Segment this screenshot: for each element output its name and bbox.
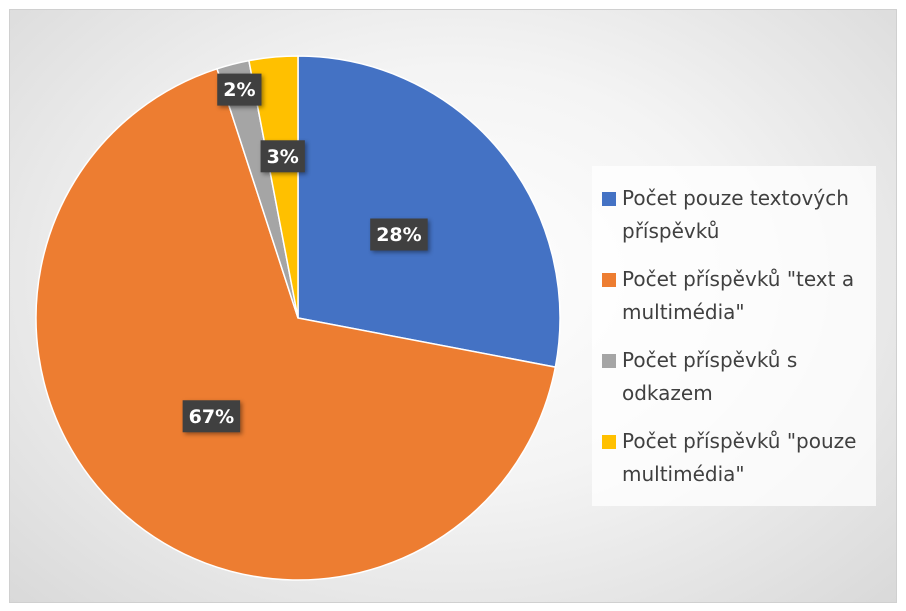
legend-swatch <box>602 353 616 368</box>
data-label: 3% <box>260 140 305 173</box>
legend-item: Počet příspěvků "pouze multimédia" <box>602 425 866 491</box>
legend-swatch <box>602 434 616 449</box>
data-label-box <box>217 73 262 106</box>
pie-slice <box>248 55 299 319</box>
legend-swatch <box>602 272 616 287</box>
legend-item: Počet příspěvků "text a multimédia" <box>602 263 866 329</box>
legend-label: Počet příspěvků s odkazem <box>622 347 798 405</box>
legend-item: Počet pouze textových příspěvků <box>602 182 866 248</box>
data-label-text: 2% <box>223 79 255 101</box>
data-label-box <box>370 218 428 251</box>
pie-slice <box>35 67 557 581</box>
data-label-box <box>260 140 305 173</box>
pie-slice <box>297 55 561 368</box>
legend-label: Počet příspěvků "text a multimédia" <box>622 266 855 324</box>
data-label-text: 28% <box>376 224 421 246</box>
data-label-text: 3% <box>267 146 299 168</box>
data-label: 28% <box>370 218 428 251</box>
data-label-text: 67% <box>189 406 234 428</box>
legend-swatch <box>602 191 616 206</box>
legend-item: Počet příspěvků s odkazem <box>602 344 866 410</box>
legend: Počet pouze textových příspěvků Počet pří… <box>592 166 876 506</box>
legend-label: Počet příspěvků "pouze multimédia" <box>622 428 857 486</box>
data-label: 2% <box>217 73 262 106</box>
data-label: 67% <box>182 400 241 433</box>
legend-label: Počet pouze textových příspěvků <box>622 185 849 243</box>
data-label-box <box>182 400 241 433</box>
